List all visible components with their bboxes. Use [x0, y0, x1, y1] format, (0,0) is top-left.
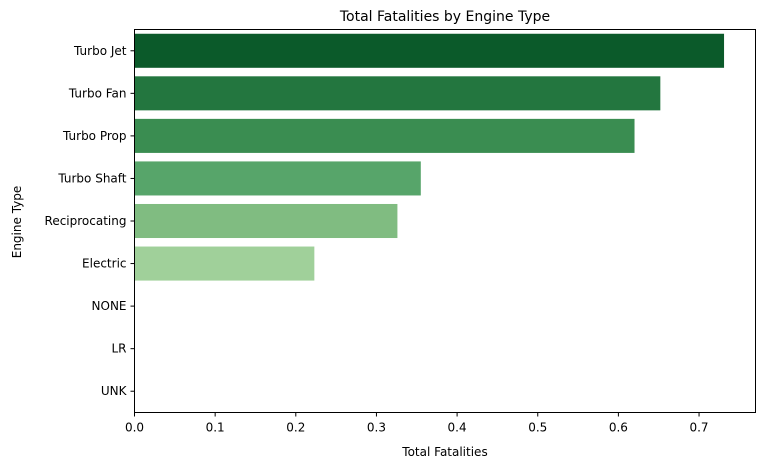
bar-turbo-prop	[134, 118, 635, 153]
y-tick-label: NONE	[92, 299, 127, 313]
y-tick-label: Turbo Jet	[73, 44, 127, 58]
y-tick-label: LR	[111, 342, 126, 356]
bars-group	[134, 33, 725, 281]
plot-frame	[134, 29, 756, 413]
bar-electric	[134, 246, 315, 281]
bar-turbo-fan	[134, 76, 661, 111]
y-tick-label: Turbo Prop	[62, 129, 126, 143]
y-axis-label: Engine Type	[10, 186, 24, 259]
y-tick-label: Turbo Shaft	[57, 171, 126, 185]
x-axis-label: Total Fatalities	[401, 445, 487, 459]
y-tick-label: Turbo Fan	[68, 86, 127, 100]
x-tick-label: 0.0	[125, 421, 144, 435]
x-tick-label: 0.2	[286, 421, 305, 435]
y-ticks-group: Turbo Jet Turbo Fan Turbo Prop Turbo Shaft R…	[45, 44, 135, 398]
chart-title: Total Fatalities by Engine Type	[339, 9, 550, 25]
y-tick-label: Electric	[82, 257, 126, 271]
y-tick-label: UNK	[101, 384, 128, 398]
y-tick-label: Reciprocating	[45, 214, 127, 228]
x-ticks-group: 0.0 0.1 0.2 0.3 0.4 0.5 0.6 0.7	[125, 412, 709, 435]
bar-turbo-shaft	[134, 161, 421, 196]
x-tick-label: 0.7	[689, 421, 708, 435]
bar-turbo-jet	[134, 33, 725, 68]
x-tick-label: 0.3	[367, 421, 386, 435]
bar-reciprocating	[134, 203, 398, 239]
x-tick-label: 0.4	[448, 421, 467, 435]
x-tick-label: 0.6	[609, 421, 628, 435]
x-tick-label: 0.5	[528, 421, 547, 435]
x-tick-label: 0.1	[206, 421, 225, 435]
